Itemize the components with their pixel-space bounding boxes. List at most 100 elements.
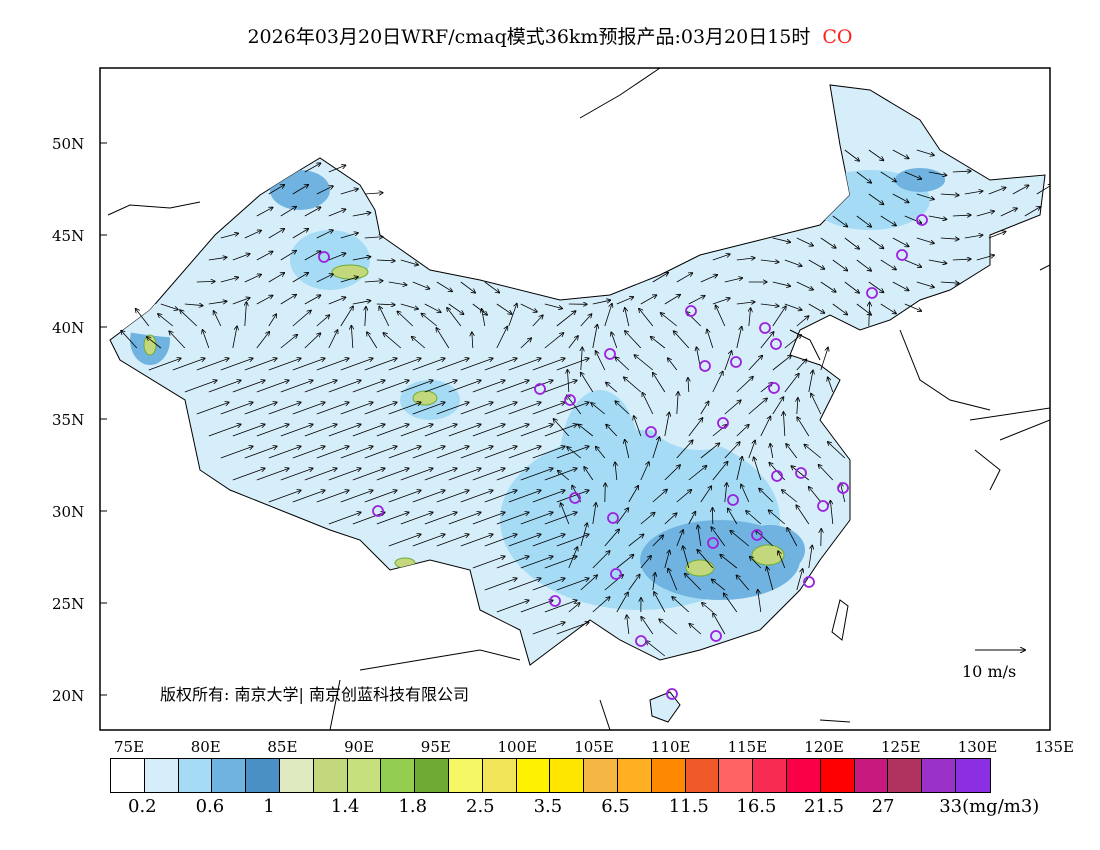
colorbar-swatch bbox=[246, 759, 280, 792]
colorbar-label: 11.5 bbox=[668, 796, 709, 817]
wind-arrow bbox=[147, 337, 162, 349]
wind-arrow bbox=[856, 303, 871, 315]
wind-arrow bbox=[808, 370, 813, 393]
colorbar-swatch bbox=[144, 759, 179, 792]
wind-arrow bbox=[904, 171, 922, 179]
station-marker bbox=[759, 322, 771, 334]
wind-arrow bbox=[832, 259, 848, 271]
wind-arrow bbox=[136, 309, 150, 327]
wind-arrow bbox=[904, 303, 922, 311]
wind-arrow bbox=[340, 306, 353, 327]
wind-arrow bbox=[700, 275, 717, 283]
wind-arrow bbox=[532, 402, 565, 415]
wind-arrow bbox=[712, 371, 723, 393]
wind-arrow bbox=[724, 400, 741, 415]
wind-arrow bbox=[544, 303, 562, 308]
wind-arrow bbox=[952, 259, 971, 260]
wind-arrow bbox=[952, 171, 971, 172]
wind-arrow bbox=[256, 380, 289, 393]
wind-arrow bbox=[784, 374, 799, 393]
wind-arrow bbox=[760, 416, 771, 437]
wind-arrow bbox=[1012, 185, 1029, 195]
wind-arrow bbox=[496, 556, 529, 569]
wind-arrow bbox=[340, 358, 373, 371]
wind-arrow bbox=[625, 440, 630, 459]
colorbar-swatch bbox=[719, 759, 754, 792]
wind-arrow bbox=[784, 303, 802, 310]
wind-arrow bbox=[784, 259, 802, 266]
wind-arrow bbox=[508, 304, 517, 327]
wind-arrow bbox=[256, 207, 273, 217]
wind-arrow bbox=[280, 295, 296, 305]
wind-arrow bbox=[316, 490, 349, 503]
station-marker bbox=[685, 305, 697, 317]
lat-label: 30N bbox=[52, 503, 85, 521]
wind-arrow bbox=[769, 510, 786, 525]
wind-arrow bbox=[928, 171, 947, 175]
wind-arrow bbox=[364, 358, 397, 371]
wind-arrow bbox=[400, 303, 418, 309]
wind-arrow bbox=[496, 303, 512, 314]
wind-arrow bbox=[712, 254, 730, 261]
wind-arrow bbox=[659, 619, 678, 635]
wind-arrow bbox=[256, 424, 289, 437]
wind-arrow bbox=[268, 273, 284, 283]
wind-arrow bbox=[707, 330, 714, 349]
wind-arrow bbox=[844, 237, 859, 249]
wind-arrow bbox=[268, 490, 301, 503]
wind-arrow bbox=[700, 486, 712, 503]
wind-arrow bbox=[688, 418, 703, 437]
wind-arrow bbox=[532, 315, 543, 327]
wind-arrow bbox=[158, 314, 174, 327]
wind-arrow bbox=[352, 468, 385, 481]
wind-arrow bbox=[448, 424, 481, 437]
wind-arrow bbox=[558, 471, 570, 481]
wind-arrow bbox=[596, 447, 606, 459]
wind-arrow bbox=[496, 424, 529, 437]
station-marker bbox=[534, 383, 546, 395]
wind-arrow bbox=[304, 251, 321, 261]
wind-arrow bbox=[567, 395, 582, 415]
colorbar-label: 1 bbox=[263, 796, 275, 817]
wind-arrow bbox=[750, 557, 762, 569]
wind-arrow bbox=[292, 229, 308, 239]
wind-arrow bbox=[556, 446, 589, 459]
wind-arrow bbox=[220, 402, 253, 415]
colorbar-label: 3.5 bbox=[533, 796, 563, 817]
wind-arrow bbox=[760, 260, 779, 262]
colorbar-label: 6.5 bbox=[601, 796, 630, 817]
colorbar-swatch bbox=[178, 759, 213, 792]
wind-arrow bbox=[556, 358, 589, 371]
wind-arrow bbox=[654, 592, 666, 613]
wind-arrow bbox=[383, 333, 402, 349]
wind-arrow bbox=[748, 440, 755, 459]
wind-arrow bbox=[568, 336, 578, 349]
wind-arrow bbox=[460, 402, 493, 415]
wind-arrow bbox=[664, 295, 680, 305]
wind-arrow bbox=[376, 424, 409, 437]
wind-arrow bbox=[640, 462, 649, 481]
wind-arrow bbox=[184, 304, 203, 306]
wind-arrow bbox=[496, 600, 529, 613]
wind-arrow bbox=[379, 306, 390, 327]
wind-arrow bbox=[496, 468, 529, 481]
wind-arrow bbox=[316, 315, 330, 327]
wind-arrow bbox=[832, 215, 848, 227]
wind-arrow bbox=[828, 442, 846, 459]
wind-arrow bbox=[749, 308, 751, 327]
wind-arrow bbox=[424, 468, 457, 481]
wind-arrow bbox=[208, 257, 227, 261]
wind-arrow bbox=[436, 490, 469, 503]
lon-label: 110E bbox=[650, 738, 691, 756]
concentration-patch bbox=[290, 230, 370, 290]
wind-arrow bbox=[830, 501, 834, 525]
lon-label: 100E bbox=[497, 738, 538, 756]
wind-arrow bbox=[584, 467, 594, 481]
wind-arrow bbox=[653, 373, 666, 393]
wind-arrow bbox=[532, 622, 565, 635]
wind-arrow bbox=[796, 359, 807, 371]
wind-arrow bbox=[292, 310, 311, 327]
wind-arrow bbox=[364, 402, 397, 415]
wind-arrow bbox=[746, 511, 762, 525]
colorbar-label: 27 bbox=[871, 796, 895, 817]
